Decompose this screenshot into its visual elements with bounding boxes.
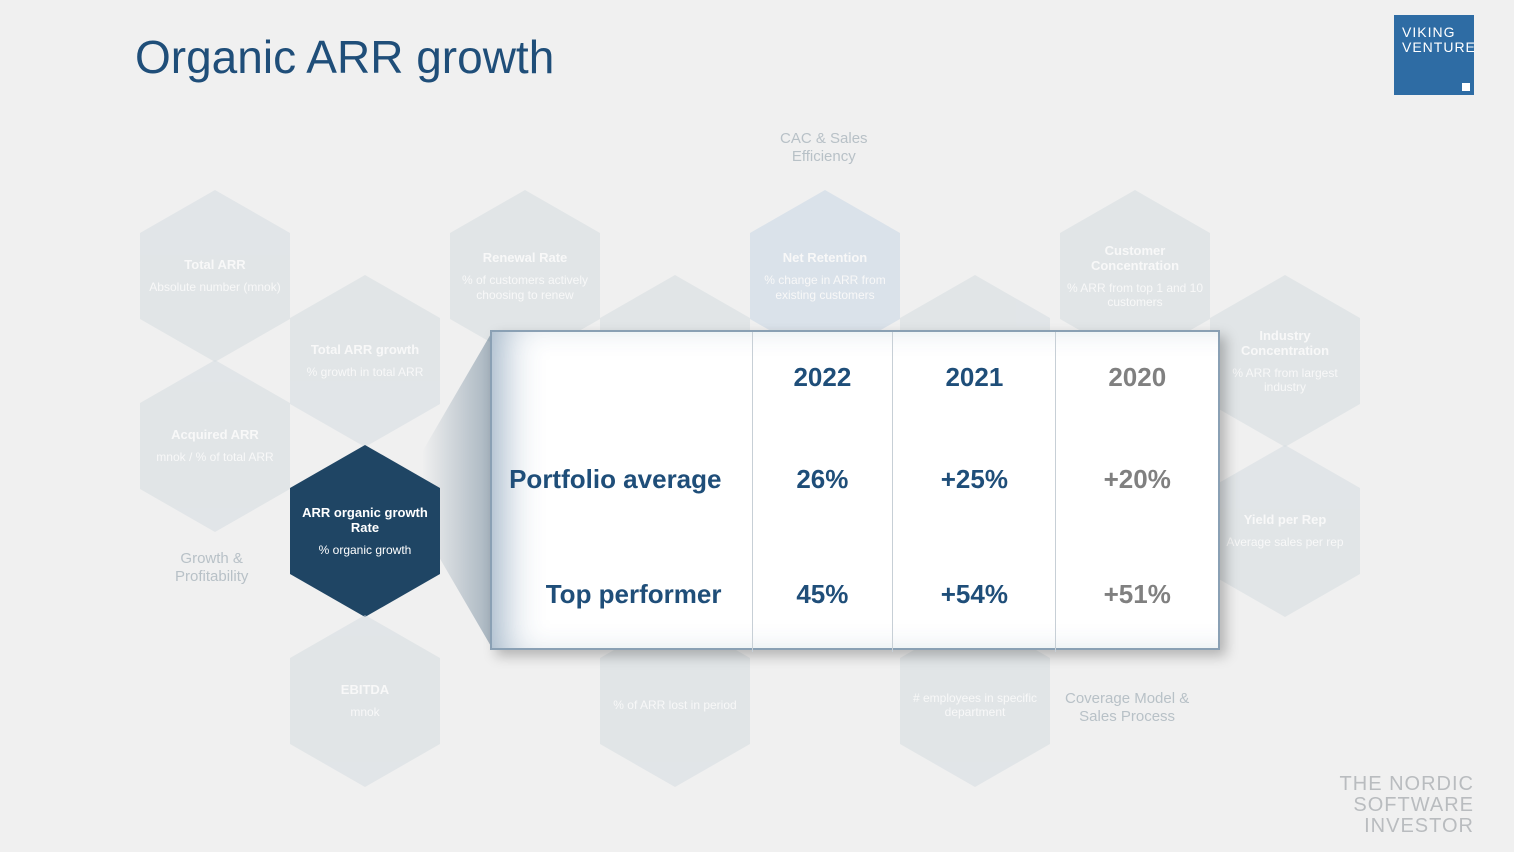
cell: +54% <box>893 537 1056 652</box>
row-label: Portfolio average <box>492 422 752 537</box>
hex-subtitle: % change in ARR from existing customers <box>756 273 894 302</box>
hex-subtitle: % ARR from largest industry <box>1216 366 1354 395</box>
brand-logo: VIKING VENTURE <box>1394 15 1474 95</box>
hex-yield-rep: Yield per Rep Average sales per rep <box>1210 445 1360 617</box>
hex-title: EBITDA <box>341 682 389 697</box>
hex-subtitle: # employees in specific department <box>906 691 1044 720</box>
hex-ebitda: EBITDA mnok <box>290 615 440 787</box>
hex-title: Acquired ARR <box>171 427 259 442</box>
hex-subtitle: Average sales per rep <box>1226 535 1343 549</box>
hex-title: Total ARR growth <box>311 342 419 357</box>
table-corner <box>492 332 752 422</box>
hex-title: Net Retention <box>783 250 868 265</box>
metric-callout-table: 2022 2021 2020 Portfolio average 26% +25… <box>490 330 1220 650</box>
hex-total-arr: Total ARR Absolute number (mnok) <box>140 190 290 362</box>
hex-subtitle: % growth in total ARR <box>307 365 424 379</box>
table-header-row: 2022 2021 2020 <box>492 332 1218 422</box>
table-row: Portfolio average 26% +25% +20% <box>492 422 1218 537</box>
hex-acquired-arr: Acquired ARR mnok / % of total ARR <box>140 360 290 532</box>
hex-title: Customer Concentration <box>1066 243 1204 273</box>
hex-ind-conc: Industry Concentration % ARR from largest… <box>1210 275 1360 447</box>
cell: 45% <box>752 537 893 652</box>
brand-logo-line2: VENTURE <box>1402 40 1466 55</box>
metric-table: 2022 2021 2020 Portfolio average 26% +25… <box>492 332 1218 652</box>
category-label-cac: CAC & Sales Efficiency <box>780 130 868 166</box>
col-2022: 2022 <box>752 332 893 422</box>
hex-title: Industry Concentration <box>1216 328 1354 358</box>
row-label: Top performer <box>492 537 752 652</box>
cell: +51% <box>1056 537 1218 652</box>
hex-subtitle: % ARR from top 1 and 10 customers <box>1066 281 1204 310</box>
hex-subtitle: Absolute number (mnok) <box>149 280 280 294</box>
hex-subtitle: % of customers actively choosing to rene… <box>456 273 594 302</box>
page-title: Organic ARR growth <box>135 30 554 84</box>
table-row: Top performer 45% +54% +51% <box>492 537 1218 652</box>
hex-subtitle: mnok / % of total ARR <box>156 450 273 464</box>
hex-arr-organic: ARR organic growth Rate % organic growth <box>290 445 440 617</box>
category-label-cov: Coverage Model & Sales Process <box>1065 690 1189 726</box>
category-label-growth: Growth & Profitability <box>175 550 248 586</box>
col-2020: 2020 <box>1056 332 1218 422</box>
hex-subtitle: mnok <box>350 705 379 719</box>
hex-title: Total ARR <box>184 257 245 272</box>
footer-line: INVESTOR <box>1340 816 1474 837</box>
hex-title: Yield per Rep <box>1244 512 1327 527</box>
cell: +20% <box>1056 422 1218 537</box>
cell: 26% <box>752 422 893 537</box>
cell: +25% <box>893 422 1056 537</box>
slide-canvas: CAC & Sales Efficiency Growth & Profitab… <box>0 100 1514 800</box>
hex-total-arr-growth: Total ARR growth % growth in total ARR <box>290 275 440 447</box>
hex-subtitle: % of ARR lost in period <box>613 698 736 712</box>
hex-title: ARR organic growth Rate <box>296 505 434 535</box>
brand-logo-line1: VIKING <box>1402 25 1466 40</box>
col-2021: 2021 <box>893 332 1056 422</box>
hex-title: Renewal Rate <box>483 250 568 265</box>
hex-subtitle: % organic growth <box>319 543 412 557</box>
